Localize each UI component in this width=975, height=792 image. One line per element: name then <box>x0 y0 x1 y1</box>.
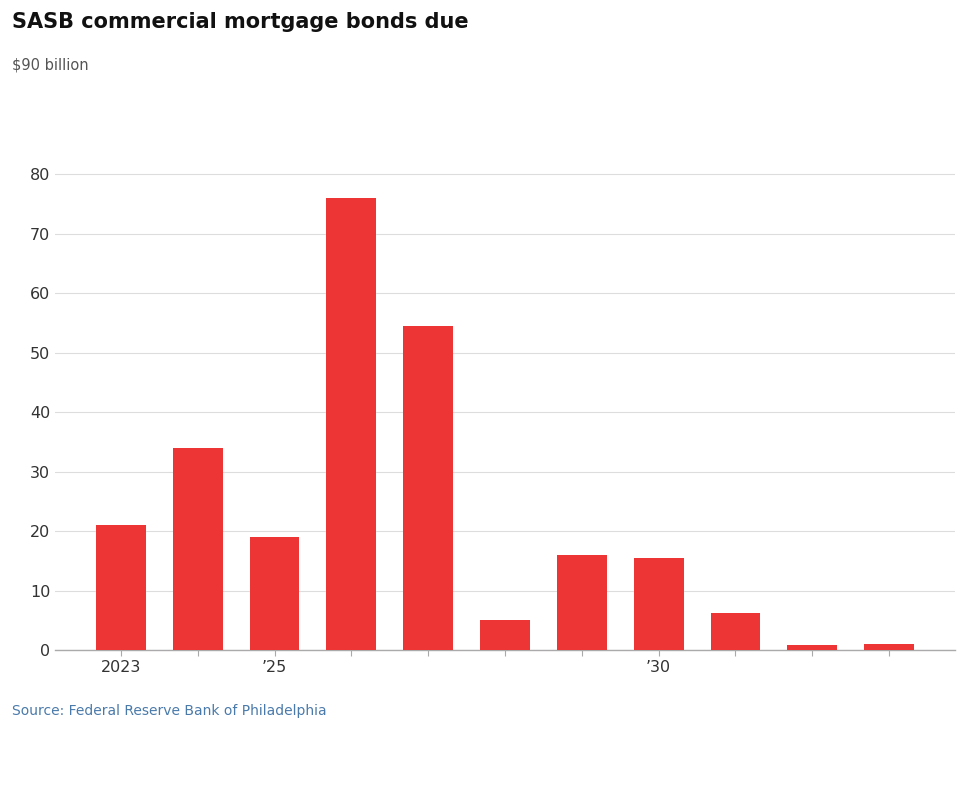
Bar <box>864 644 915 650</box>
Bar <box>404 326 453 650</box>
Bar <box>250 537 299 650</box>
Text: Source: Federal Reserve Bank of Philadelphia: Source: Federal Reserve Bank of Philadel… <box>12 704 327 718</box>
Bar <box>96 525 146 650</box>
Text: $90 billion: $90 billion <box>12 58 89 73</box>
Bar <box>788 645 838 650</box>
Bar <box>557 555 606 650</box>
Bar <box>480 620 530 650</box>
Bar <box>634 558 683 650</box>
Bar <box>711 613 760 650</box>
Bar <box>173 448 222 650</box>
Text: SASB commercial mortgage bonds due: SASB commercial mortgage bonds due <box>12 12 469 32</box>
Bar <box>327 198 376 650</box>
